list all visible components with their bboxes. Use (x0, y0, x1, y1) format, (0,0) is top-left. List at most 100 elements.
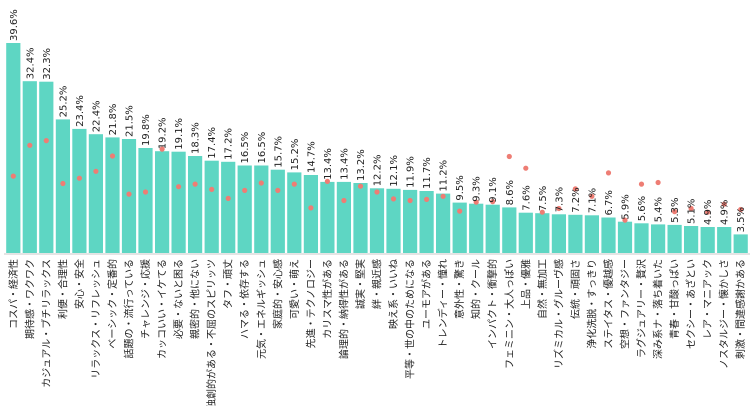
bar-38 (634, 223, 649, 253)
value-label-4: 23.4% (75, 95, 86, 127)
marker-15 (258, 180, 264, 186)
category-label-42: レア・マニアック (702, 259, 714, 339)
value-label-10: 19.1% (174, 118, 185, 150)
bar-4 (72, 128, 87, 253)
value-label-24: 11.9% (406, 156, 417, 188)
marker-28 (473, 199, 479, 205)
category-label-9: カッコいい・イケてる (157, 259, 169, 359)
value-label-25: 11.7% (422, 157, 433, 189)
marker-17 (291, 181, 297, 187)
category-label-5: リラックス・リフレッシュ (90, 259, 102, 379)
value-label-43: 4.9% (720, 200, 731, 225)
markers-group (10, 138, 744, 223)
value-label-9: 19.2% (158, 117, 169, 149)
bar-3 (55, 119, 70, 254)
value-label-8: 19.8% (141, 114, 152, 146)
marker-2 (43, 138, 49, 144)
category-label-40: 青春・甘酸っぱい (668, 259, 681, 339)
marker-11 (192, 181, 198, 187)
value-label-28: 9.3% (472, 176, 483, 201)
marker-25 (424, 196, 430, 202)
bar-22 (369, 188, 385, 253)
bar-20 (336, 181, 351, 253)
category-label-7: 話題の・流行っている (123, 259, 136, 359)
marker-27 (457, 208, 463, 214)
category-label-0: コスパ・経済性 (7, 259, 20, 329)
value-label-30: 8.6% (505, 180, 516, 205)
bar-14 (237, 165, 252, 253)
marker-30 (506, 153, 512, 160)
bar-12 (204, 160, 219, 253)
category-label-31: 上品・優雅 (519, 259, 532, 309)
category-label-17: 可愛い・萌え (288, 259, 301, 319)
marker-13 (225, 195, 231, 201)
bar-37 (617, 221, 633, 253)
marker-18 (308, 205, 314, 211)
value-label-33: 7.3% (554, 187, 565, 212)
category-label-3: 利便・合理性 (56, 259, 69, 319)
value-label-19: 13.4% (323, 148, 334, 180)
category-label-27: 意外性・驚き (453, 259, 466, 319)
category-label-30: フェミニン・大人っぽい (503, 259, 516, 369)
value-label-6: 21.8% (108, 104, 119, 136)
marker-3 (60, 180, 66, 187)
bar-30 (502, 207, 517, 253)
bar-31 (518, 212, 533, 253)
marker-44 (738, 206, 744, 213)
bar-15 (254, 165, 269, 253)
category-label-19: カリスマ性がある (321, 259, 334, 339)
category-label-43: ノスタルジー・懐かしさ (718, 259, 731, 369)
marker-9 (159, 146, 165, 152)
category-label-36: ステイタス・優越感 (602, 259, 615, 349)
marker-6 (109, 153, 116, 159)
marker-34 (572, 186, 579, 192)
bar-32 (535, 213, 550, 253)
value-label-11: 18.3% (191, 122, 202, 154)
category-label-26: トレンディー・憧れ (437, 259, 450, 348)
bar-5 (88, 134, 103, 253)
marker-20 (341, 197, 347, 204)
bar-0 (6, 43, 21, 253)
category-label-4: 安心・安全 (73, 259, 86, 309)
marker-37 (622, 217, 628, 223)
marker-41 (688, 205, 694, 212)
value-label-32: 7.5% (538, 186, 549, 211)
marker-42 (705, 209, 711, 215)
marker-16 (275, 187, 281, 193)
value-label-23: 12.1% (389, 155, 400, 187)
bar-35 (584, 215, 599, 253)
value-label-44: 3.5% (736, 207, 747, 232)
marker-10 (176, 184, 182, 190)
value-label-7: 21.5% (125, 105, 136, 137)
value-label-26: 11.2% (439, 160, 450, 192)
value-label-17: 15.2% (290, 139, 301, 171)
category-label-18: 先進・テクノロジー (305, 259, 317, 348)
category-label-14: ハマる・依存する (238, 259, 251, 339)
category-labels-group: コスパ・経済性 期待感・ワクワク カジュアル・ブチリラックス 利便・合理性 安心・安全リ… (7, 259, 747, 406)
category-label-37: 空想・ファンタジー (619, 259, 632, 349)
bar-8 (138, 148, 153, 253)
bar-1 (22, 81, 37, 253)
bar-16 (270, 169, 285, 253)
category-label-29: インパクト・衝撃的 (486, 259, 499, 349)
bar-33 (551, 214, 566, 253)
bar-9 (155, 151, 170, 253)
value-label-27: 9.5% (455, 175, 466, 200)
marker-33 (556, 205, 562, 212)
value-label-29: 9.1% (488, 177, 499, 202)
bar-2 (39, 81, 54, 253)
bar-27 (452, 202, 467, 253)
bar-42 (700, 227, 715, 253)
category-label-32: 自然・無加工 (536, 259, 549, 319)
value-label-20: 13.4% (339, 148, 350, 180)
marker-26 (440, 193, 446, 199)
marker-31 (523, 165, 529, 171)
bar-34 (568, 214, 583, 253)
value-label-42: 4.9% (703, 200, 714, 225)
marker-22 (374, 189, 380, 195)
bar-10 (171, 151, 186, 253)
bar-25 (419, 191, 434, 253)
value-label-34: 7.2% (571, 187, 582, 212)
bar-39 (651, 224, 666, 253)
